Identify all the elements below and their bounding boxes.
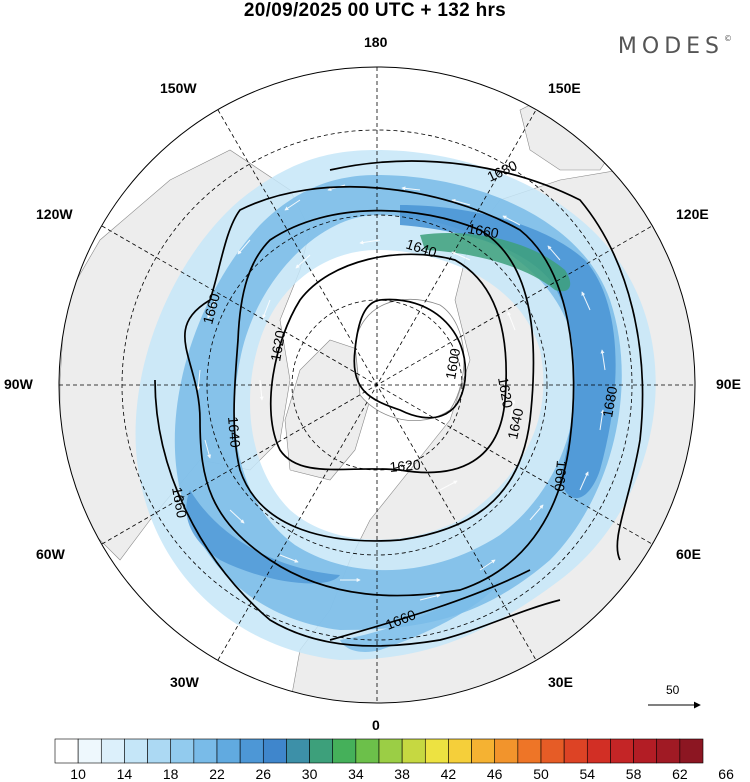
map-title: 20/09/2025 00 UTC + 132 hrs — [243, 0, 507, 21]
colorbar-swatch — [494, 738, 519, 764]
colorbar-tick-label: 14 — [116, 766, 133, 782]
contour-label: 1600 — [442, 347, 463, 381]
contour-labels: 1600 1620 1620 1640 1640 1640 1660 1660 … — [169, 157, 620, 633]
colorbar-tick-label: 50 — [533, 766, 549, 782]
contour-label: 1660 — [466, 220, 500, 241]
colorbar-tick-label: 30 — [301, 766, 318, 782]
contour-label: 1640 — [225, 416, 244, 449]
colorbar-tick-label: 54 — [579, 766, 596, 782]
colorbar-swatch — [610, 738, 634, 764]
colorbar-tick-label: 62 — [672, 766, 688, 782]
brand-name: MODES — [617, 34, 724, 59]
colorbar-tick-label: 34 — [348, 766, 364, 782]
lon-label-30e: 30E — [548, 674, 573, 690]
lon-label-90w: 90W — [4, 376, 33, 392]
lon-label-90e: 90E — [716, 376, 741, 392]
colorbar-tick-label: 42 — [440, 766, 457, 782]
colorbar-tick-label: 58 — [625, 766, 642, 782]
colorbar-swatch — [216, 738, 241, 764]
colorbar-swatch — [586, 738, 611, 764]
contour-label: 1660 — [199, 291, 223, 325]
lon-label-60e: 60E — [676, 546, 701, 562]
height-contours — [154, 160, 644, 647]
graticule — [59, 67, 695, 703]
colorbar-tick-label: 22 — [209, 766, 225, 782]
colorbar-swatch — [633, 738, 658, 764]
contour-1600 — [353, 298, 467, 419]
colorbar-tick-label: 26 — [255, 766, 272, 782]
colorbar-swatch — [679, 738, 704, 764]
colorbar-tick-label: 10 — [70, 766, 86, 782]
colorbar-swatch — [147, 738, 172, 764]
contour-label: 1620 — [389, 456, 422, 475]
colorbar — [54, 738, 704, 764]
contour-1680 — [154, 160, 644, 647]
lon-label-120e: 120E — [676, 206, 709, 222]
brand-logo: MODES© — [618, 34, 732, 59]
wind-scale-arrow — [648, 701, 701, 709]
jet-max-green — [420, 233, 571, 292]
contour-1640 — [233, 209, 535, 542]
colorbar-swatch — [170, 738, 195, 764]
lon-label-30w: 30W — [170, 674, 199, 690]
colorbar-swatch — [563, 738, 588, 764]
colorbar-swatch — [424, 738, 449, 764]
colorbar-swatch — [540, 738, 565, 764]
colorbar-swatch — [239, 738, 264, 764]
colorbar-swatch — [286, 738, 310, 764]
colorbar-swatch — [54, 738, 79, 764]
colorbar-swatch — [401, 738, 426, 764]
colorbar-swatch — [355, 738, 380, 764]
contour-label: 1660 — [551, 460, 570, 493]
contour-1660b — [329, 569, 531, 641]
colorbar-swatch — [262, 738, 287, 764]
lon-label-0: 0 — [372, 717, 380, 733]
lon-label-180: 180 — [364, 34, 388, 50]
colorbar-swatch — [100, 738, 125, 764]
colorbar-swatch — [309, 738, 334, 764]
contour-label: 1640 — [504, 407, 526, 441]
contour-label: 1660 — [169, 486, 190, 520]
contour-label: 1620 — [267, 329, 288, 363]
colorbar-swatch — [124, 738, 148, 764]
colorbar-swatch — [656, 738, 681, 764]
colorbar-swatch — [378, 738, 403, 764]
colorbar-tick-label: 66 — [718, 766, 734, 782]
contour-1620 — [269, 253, 508, 474]
colorbar-swatch — [448, 738, 472, 764]
jet-med — [340, 580, 500, 652]
contour-1660 — [184, 185, 575, 597]
colorbar-swatch — [517, 738, 542, 764]
lon-label-120w: 120W — [36, 206, 73, 222]
lon-label-150e: 150E — [548, 80, 581, 96]
colorbar-tick-label: 46 — [486, 766, 503, 782]
wind-vectors — [196, 184, 606, 601]
colorbar-swatch — [471, 738, 496, 764]
wind-speed-shading — [135, 150, 656, 660]
colorbar-tick-label: 18 — [162, 766, 179, 782]
colorbar-swatch — [77, 738, 102, 764]
colorbar-tick-label: 38 — [394, 766, 410, 782]
map-boundary — [58, 66, 696, 704]
colorbar-swatch — [193, 738, 218, 764]
jet-core-atlantic — [186, 490, 340, 584]
lon-label-150w: 150W — [160, 80, 197, 96]
copyright-mark: © — [724, 34, 732, 43]
colorbar-swatch — [332, 738, 357, 764]
contour-label: 1680 — [599, 385, 620, 419]
contour-label: 1620 — [495, 376, 516, 410]
lon-label-60w: 60W — [36, 546, 65, 562]
wind-scale-value: 50 — [666, 683, 680, 697]
